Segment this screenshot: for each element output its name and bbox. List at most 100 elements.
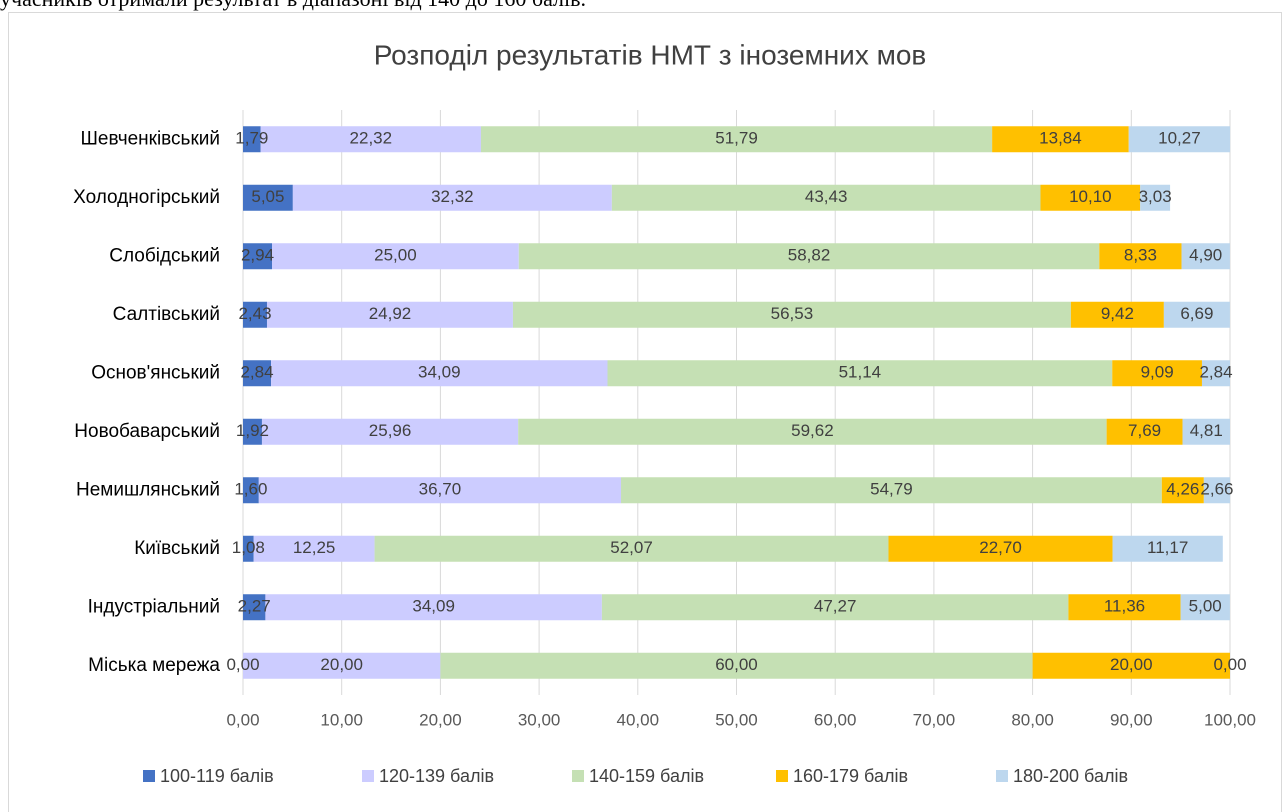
legend-swatch (572, 770, 584, 782)
bar-segment (518, 243, 1100, 270)
bar-segment (243, 535, 254, 562)
bar-segment (518, 418, 1107, 445)
data-label: 4,90 (1189, 246, 1222, 265)
bar-segment (253, 535, 375, 562)
bar-segment (601, 594, 1069, 621)
data-label: 3,03 (1139, 187, 1172, 206)
bar-segment (266, 301, 513, 328)
bar-segment (258, 477, 622, 504)
bar-segment (440, 652, 1033, 679)
bar-segment (1161, 477, 1204, 504)
data-label: 4,81 (1190, 421, 1223, 440)
data-label: 1,79 (235, 129, 268, 148)
bar-segment (271, 360, 608, 387)
data-label: 13,84 (1039, 129, 1082, 148)
data-label: 58,82 (788, 246, 831, 265)
legend-swatch (143, 770, 155, 782)
data-label: 24,92 (369, 304, 412, 323)
bar-segment (260, 126, 481, 153)
x-tick-label: 70,00 (913, 710, 956, 729)
legend-label: 160-179 балів (793, 766, 908, 786)
bar-segment (621, 477, 1162, 504)
data-label: 4,26 (1166, 480, 1199, 499)
data-label: 0,00 (226, 655, 259, 674)
bar-segment (1068, 594, 1181, 621)
legend-swatch (996, 770, 1008, 782)
data-label: 52,07 (610, 538, 653, 557)
legend-label: 140-159 балів (589, 766, 704, 786)
data-label: 34,09 (418, 363, 461, 382)
bar-segment (512, 301, 1071, 328)
bar-segment (607, 360, 1113, 387)
y-tick-label: Міська мережа (88, 655, 220, 676)
data-label: 20,00 (1110, 655, 1153, 674)
data-label: 1,92 (236, 421, 269, 440)
bar-segment (1182, 418, 1230, 445)
bar-segment (243, 418, 262, 445)
bar-segment (1180, 594, 1230, 621)
x-tick-label: 80,00 (1011, 710, 1054, 729)
data-label: 56,53 (771, 304, 814, 323)
data-label: 59,62 (791, 421, 834, 440)
data-label: 7,69 (1128, 421, 1161, 440)
bar-segment (1128, 126, 1231, 153)
data-label: 10,10 (1069, 187, 1112, 206)
y-tick-label: Холодногірський (73, 187, 220, 208)
data-label: 8,33 (1124, 246, 1157, 265)
x-tick-label: 50,00 (715, 710, 758, 729)
y-tick-label: Шевченківський (80, 128, 220, 149)
y-tick-label: Салтівський (113, 304, 220, 325)
y-tick-label: Київський (134, 538, 220, 559)
data-label: 51,14 (839, 363, 882, 382)
legend-swatch (776, 770, 788, 782)
bar-segment (292, 184, 612, 211)
data-label: 2,84 (240, 363, 273, 382)
bar-segment (1112, 535, 1223, 562)
bar-segment (1201, 360, 1230, 387)
data-label: 60,00 (715, 655, 758, 674)
bar-segment (1181, 243, 1230, 270)
x-tick-label: 100,00 (1204, 710, 1256, 729)
data-label: 11,17 (1147, 538, 1188, 557)
data-label: 9,42 (1101, 304, 1134, 323)
bar-segment (261, 418, 519, 445)
bar-segment (611, 184, 1041, 211)
bar-segment (243, 126, 261, 153)
legend-label: 120-139 балів (379, 766, 494, 786)
legend-label: 100-119 балів (160, 766, 274, 786)
y-tick-label: Немишлянський (76, 479, 220, 500)
data-label: 5,05 (251, 187, 284, 206)
data-label: 22,70 (979, 538, 1022, 557)
data-label: 2,94 (241, 246, 274, 265)
bar-segment (1140, 184, 1171, 211)
data-label: 20,00 (320, 655, 363, 674)
bar-segment (992, 126, 1129, 153)
x-tick-label: 90,00 (1110, 710, 1153, 729)
data-label: 54,79 (870, 480, 913, 499)
y-tick-label: Новобаварський (74, 421, 220, 442)
data-label: 5,00 (1189, 597, 1222, 616)
data-label: 2,66 (1200, 480, 1233, 499)
data-label: 2,27 (238, 597, 271, 616)
bar-segment (243, 594, 266, 621)
chart-title: Розподіл результатів НМТ з іноземних мов (374, 39, 927, 70)
data-label: 36,70 (419, 480, 462, 499)
data-label: 1,08 (232, 538, 265, 557)
bar-segment (1099, 243, 1182, 270)
y-tick-label: Індустріальний (88, 596, 220, 617)
bar-segment (1032, 652, 1230, 679)
x-tick-label: 10,00 (320, 710, 363, 729)
bar-segment (243, 243, 273, 270)
bar-segment (1112, 360, 1202, 387)
y-tick-label: Слобідський (109, 245, 220, 266)
bar-segment (243, 184, 293, 211)
bar-segment (1106, 418, 1183, 445)
bar-segment (1040, 184, 1141, 211)
data-label: 25,00 (374, 246, 417, 265)
x-tick-label: 0,00 (226, 710, 259, 729)
data-label: 2,43 (238, 304, 271, 323)
data-label: 22,32 (350, 129, 393, 148)
x-tick-label: 60,00 (814, 710, 857, 729)
data-label: 32,32 (431, 187, 474, 206)
bar-segment (243, 477, 259, 504)
